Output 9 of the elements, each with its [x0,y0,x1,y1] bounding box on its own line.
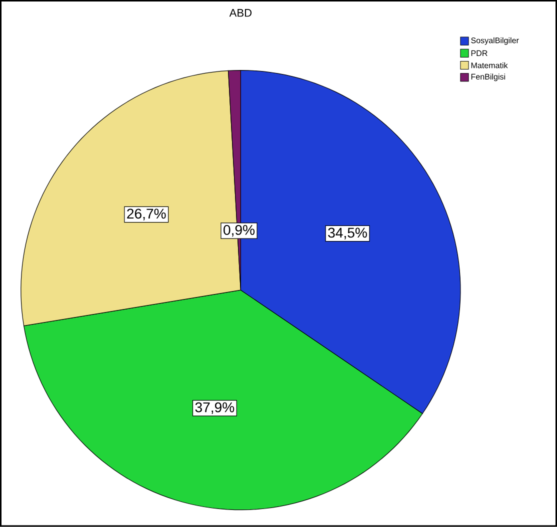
data-label: 26,7% [127,208,166,220]
legend-label: Matematik [471,62,508,68]
chart-title: ABD [229,9,252,17]
data-label: 37,9% [195,402,234,414]
legend-label: SosyalBilgiler [471,37,519,45]
data-label: 0,9% [224,225,255,237]
legend-label: PDR [471,50,488,56]
data-label: 34,5% [328,228,367,240]
legend-label: FenBilgisi [471,74,506,82]
